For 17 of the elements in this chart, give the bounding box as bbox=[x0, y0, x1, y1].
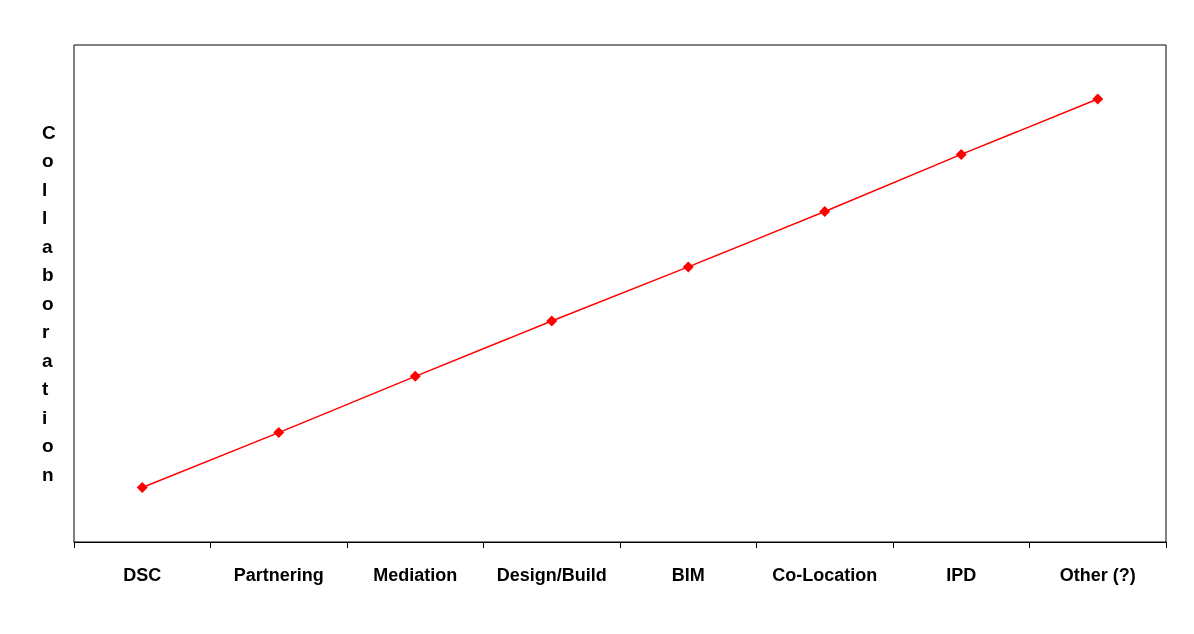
x-tick-label: BIM bbox=[671, 565, 705, 585]
x-tick-label: DSC bbox=[123, 565, 162, 585]
point bbox=[273, 427, 285, 439]
x-tick-label: Co-Location bbox=[772, 565, 878, 585]
point bbox=[1092, 93, 1104, 105]
point bbox=[819, 206, 831, 218]
point bbox=[546, 315, 558, 327]
point bbox=[955, 148, 967, 160]
text: Collaboration bbox=[42, 121, 56, 485]
point bbox=[136, 482, 148, 494]
x-tick-label: Design/Build bbox=[496, 565, 607, 585]
x-tick-label: Partnering bbox=[233, 565, 324, 585]
point bbox=[409, 370, 421, 382]
x-tick-label: Mediation bbox=[373, 565, 458, 585]
x-tick-label: Other (?) bbox=[1059, 565, 1136, 585]
point bbox=[682, 261, 694, 273]
x-tick-label: IPD bbox=[946, 565, 977, 585]
